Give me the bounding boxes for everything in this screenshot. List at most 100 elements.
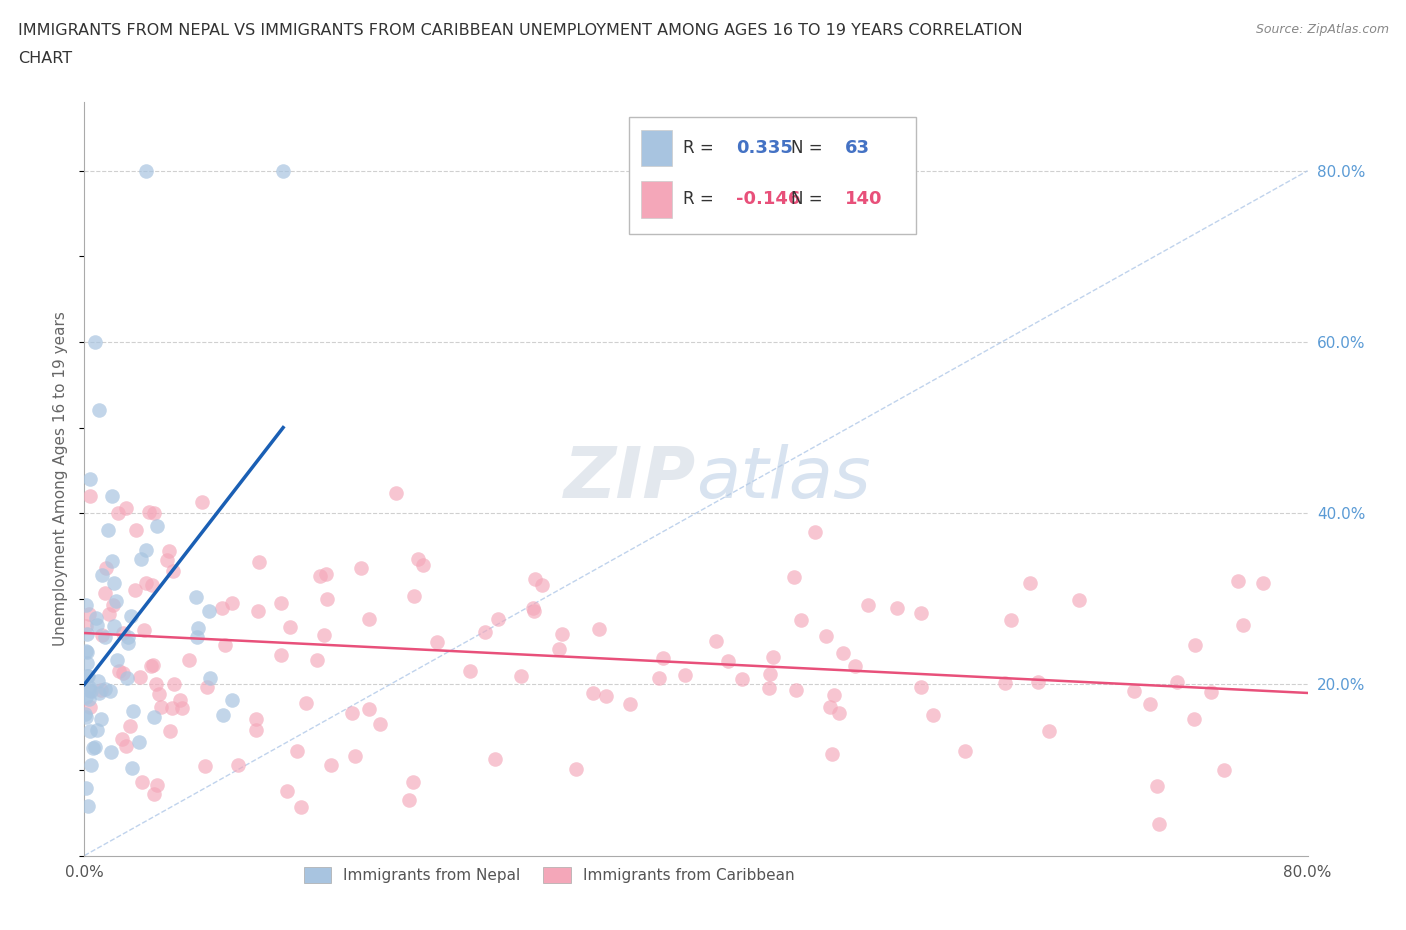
Point: [474, 625, 496, 640]
Point: [86, 723, 108, 737]
Point: [1000, 613, 1022, 628]
Point: [312, 628, 335, 643]
Point: [1067, 592, 1090, 607]
Point: [80, 758, 103, 773]
Point: [90, 711, 112, 726]
Point: [87, 685, 110, 700]
Point: [129, 551, 152, 566]
Point: [651, 651, 673, 666]
Point: [844, 658, 866, 673]
Point: [406, 551, 429, 566]
Point: [79, 472, 101, 486]
Point: [195, 679, 218, 694]
Point: [141, 658, 163, 673]
Point: [115, 671, 138, 685]
Point: [858, 598, 880, 613]
Point: [832, 646, 855, 661]
Text: R =: R =: [682, 140, 718, 157]
Text: 140: 140: [845, 191, 883, 208]
Point: [1184, 638, 1206, 653]
Point: [673, 668, 696, 683]
Point: [458, 664, 481, 679]
Point: [160, 700, 183, 715]
Point: [350, 560, 373, 575]
Point: [77, 798, 100, 813]
Point: [1182, 711, 1205, 726]
Point: [86, 618, 108, 632]
Point: [79, 699, 101, 714]
Point: [159, 724, 181, 738]
Point: [783, 570, 806, 585]
Point: [75, 618, 97, 633]
Text: N =: N =: [792, 140, 828, 157]
Point: [91, 628, 114, 643]
Point: [588, 622, 610, 637]
Point: [402, 775, 425, 790]
Point: [550, 627, 572, 642]
Point: [150, 699, 173, 714]
Point: [84, 335, 107, 350]
Point: [246, 604, 269, 618]
Point: [146, 777, 169, 792]
Point: [270, 648, 292, 663]
Point: [128, 734, 150, 749]
Point: [245, 723, 267, 737]
Point: [73, 707, 96, 722]
Point: [271, 164, 294, 179]
Point: [135, 164, 157, 179]
Point: [1213, 763, 1236, 777]
Point: [785, 683, 807, 698]
Point: [523, 604, 546, 618]
Point: [77, 692, 100, 707]
Point: [648, 671, 671, 685]
Point: [76, 626, 98, 641]
Point: [595, 688, 617, 703]
Point: [315, 566, 337, 581]
Point: [910, 680, 932, 695]
Point: [115, 738, 138, 753]
Point: [94, 682, 117, 697]
Point: [198, 604, 221, 618]
Point: [103, 576, 125, 591]
Text: N =: N =: [792, 191, 828, 208]
Point: [548, 641, 571, 656]
Point: [731, 671, 754, 686]
Point: [90, 567, 112, 582]
Point: [759, 667, 782, 682]
Point: [762, 650, 785, 665]
Point: [994, 675, 1017, 690]
Point: [87, 673, 110, 688]
Point: [319, 758, 342, 773]
Point: [128, 669, 150, 684]
Point: [385, 485, 408, 500]
Point: [357, 701, 380, 716]
Point: [1251, 576, 1274, 591]
Point: [484, 751, 506, 766]
Point: [509, 669, 531, 684]
Text: -0.146: -0.146: [737, 191, 800, 208]
Point: [103, 618, 125, 633]
Point: [619, 697, 641, 711]
Point: [79, 724, 101, 738]
Point: [121, 761, 143, 776]
Point: [77, 680, 100, 695]
Point: [953, 744, 976, 759]
Point: [1146, 778, 1168, 793]
Point: [76, 780, 98, 795]
Point: [131, 775, 153, 790]
Point: [97, 523, 120, 538]
Point: [226, 758, 249, 773]
Point: [84, 611, 107, 626]
Point: [823, 687, 845, 702]
Point: [111, 625, 134, 640]
Point: [141, 578, 163, 592]
Point: [125, 523, 148, 538]
FancyBboxPatch shape: [628, 117, 917, 234]
Point: [198, 671, 221, 685]
Point: [398, 792, 420, 807]
Point: [138, 504, 160, 519]
Point: [247, 554, 270, 569]
Point: [295, 696, 318, 711]
Point: [169, 692, 191, 707]
Point: [111, 731, 134, 746]
